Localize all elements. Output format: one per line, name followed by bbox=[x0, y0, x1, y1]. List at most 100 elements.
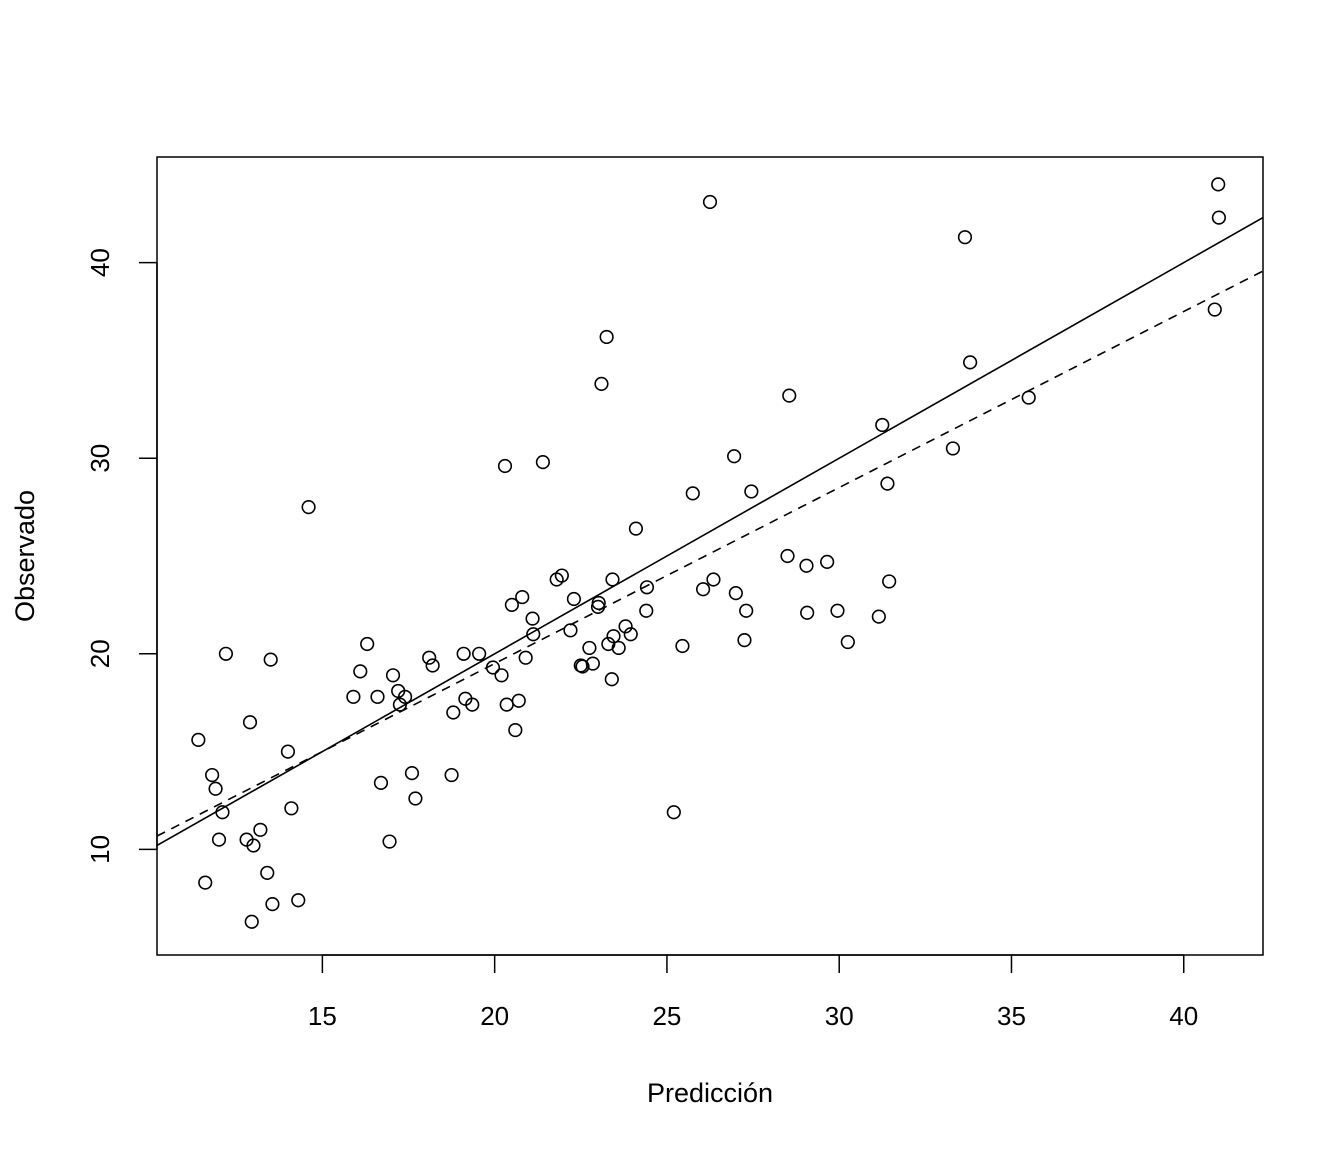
data-point bbox=[284, 801, 299, 816]
data-point bbox=[456, 646, 471, 661]
data-point bbox=[675, 638, 690, 654]
data-point bbox=[628, 521, 644, 536]
data-point bbox=[499, 697, 514, 712]
data-point bbox=[508, 722, 523, 738]
x-tick-label: 35 bbox=[997, 1001, 1026, 1031]
y-tick-label: 20 bbox=[85, 639, 115, 668]
data-point bbox=[280, 744, 296, 759]
data-point bbox=[382, 834, 397, 849]
data-point bbox=[782, 388, 797, 403]
y-axis-label: Observado bbox=[10, 490, 40, 622]
data-point bbox=[880, 476, 895, 491]
data-point bbox=[604, 672, 619, 687]
plot-frame bbox=[156, 156, 1264, 956]
data-point bbox=[242, 715, 258, 730]
data-point bbox=[385, 668, 401, 683]
data-point bbox=[360, 636, 375, 652]
data-point bbox=[494, 668, 509, 683]
data-point bbox=[706, 572, 721, 587]
x-tick-label: 15 bbox=[308, 1001, 337, 1031]
data-point bbox=[820, 554, 835, 569]
data-point bbox=[623, 627, 638, 642]
data-point bbox=[465, 697, 480, 712]
data-point bbox=[205, 767, 220, 783]
data-point bbox=[830, 603, 845, 618]
data-point bbox=[511, 693, 526, 708]
data-point bbox=[404, 766, 420, 781]
data-point bbox=[1207, 302, 1222, 317]
data-point bbox=[639, 580, 655, 595]
data-point bbox=[957, 230, 973, 245]
data-point bbox=[373, 775, 389, 790]
data-point bbox=[685, 486, 700, 501]
data-point bbox=[291, 893, 306, 908]
data-point bbox=[1211, 210, 1226, 225]
data-point bbox=[875, 417, 890, 433]
data-point bbox=[518, 650, 533, 665]
data-point bbox=[591, 595, 606, 611]
fit-lines bbox=[157, 216, 1263, 847]
data-point bbox=[963, 355, 978, 370]
data-point bbox=[799, 558, 814, 573]
data-point bbox=[780, 548, 795, 564]
y-tick-label: 10 bbox=[85, 835, 115, 864]
data-point bbox=[353, 664, 368, 679]
data-point bbox=[696, 582, 711, 597]
x-tick-label: 40 bbox=[1169, 1001, 1198, 1031]
data-point bbox=[639, 603, 654, 618]
data-point bbox=[611, 640, 626, 656]
data-point bbox=[408, 791, 423, 806]
data-point bbox=[945, 441, 961, 456]
data-point bbox=[800, 605, 815, 620]
x-tick-label: 20 bbox=[480, 1001, 509, 1031]
data-point bbox=[599, 329, 614, 345]
data-point bbox=[566, 591, 582, 607]
data-point bbox=[666, 805, 681, 820]
x-tick-label: 25 bbox=[652, 1001, 681, 1031]
dashed-fit-line bbox=[157, 270, 1263, 837]
y-tick-label: 30 bbox=[85, 444, 115, 473]
data-point bbox=[346, 689, 361, 704]
data-point bbox=[211, 832, 227, 847]
data-point bbox=[739, 603, 754, 618]
solid-fit-line bbox=[157, 216, 1263, 847]
data-point bbox=[446, 705, 461, 720]
data-points bbox=[191, 177, 1226, 929]
data-point bbox=[218, 646, 234, 661]
data-point bbox=[392, 697, 408, 712]
data-point bbox=[535, 455, 550, 470]
data-point bbox=[215, 805, 230, 820]
x-axis: 15 20 25 30 35 40 bbox=[308, 954, 1198, 1031]
data-point bbox=[504, 597, 519, 612]
y-tick-label: 40 bbox=[85, 248, 115, 277]
data-point bbox=[198, 875, 213, 890]
data-point bbox=[260, 865, 275, 880]
data-point bbox=[594, 376, 609, 391]
data-point bbox=[1211, 177, 1226, 192]
data-point bbox=[265, 897, 280, 912]
x-axis-label: Predicción bbox=[647, 1078, 773, 1108]
data-point bbox=[882, 574, 897, 589]
data-point bbox=[585, 656, 600, 671]
data-point bbox=[263, 652, 278, 667]
data-point bbox=[618, 619, 633, 634]
data-point bbox=[840, 634, 855, 650]
data-point bbox=[575, 659, 590, 674]
data-point bbox=[244, 914, 259, 929]
data-point bbox=[605, 572, 620, 587]
data-point bbox=[422, 650, 437, 665]
data-point bbox=[526, 627, 541, 642]
data-point bbox=[472, 646, 487, 661]
data-point bbox=[554, 568, 569, 583]
data-point bbox=[744, 484, 759, 499]
x-tick-label: 30 bbox=[825, 1001, 854, 1031]
data-point bbox=[444, 767, 459, 783]
data-point bbox=[208, 781, 223, 796]
data-point bbox=[485, 660, 501, 675]
data-point bbox=[702, 194, 718, 210]
data-point bbox=[253, 822, 268, 837]
y-axis: 10 20 30 40 bbox=[85, 248, 158, 864]
data-point bbox=[370, 689, 385, 704]
data-point bbox=[606, 629, 621, 644]
